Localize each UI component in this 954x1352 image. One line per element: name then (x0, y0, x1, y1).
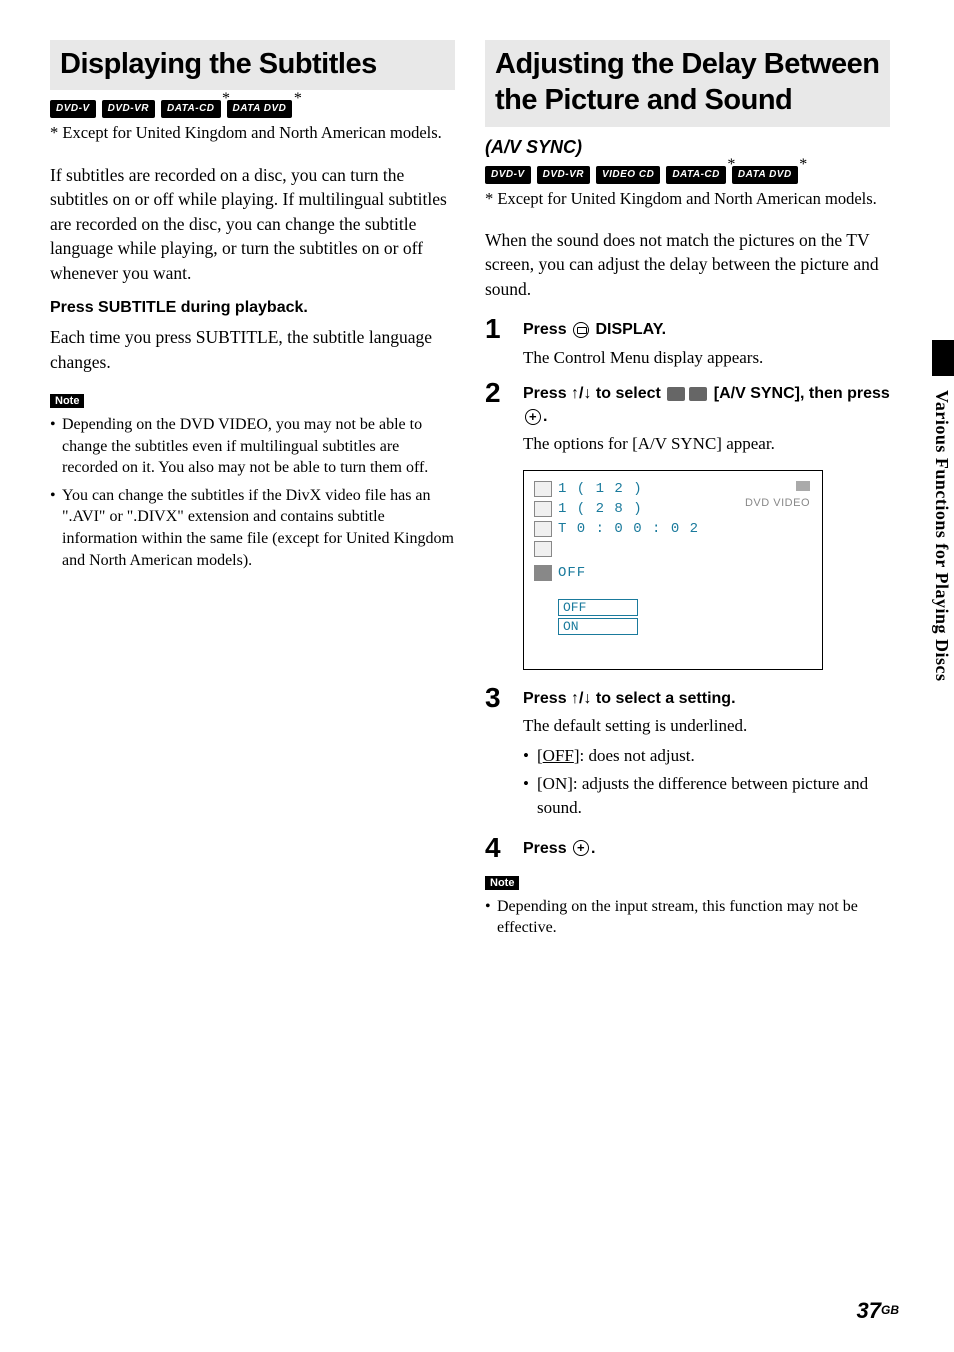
badge-video-cd: VIDEO CD (596, 166, 660, 184)
step-3: 3 Press ↑/↓ to select a setting. The def… (485, 684, 890, 824)
left-column: Displaying the Subtitles DVD-V DVD-VR DA… (50, 40, 455, 945)
osd-icon-1 (534, 481, 552, 497)
osd-current: OFF (558, 565, 586, 581)
osd-icon-4 (534, 541, 552, 557)
left-notes-list: Depending on the DVD VIDEO, you may not … (50, 414, 455, 571)
left-section-title: Displaying the Subtitles (50, 40, 455, 90)
osd-icon-3 (534, 521, 552, 537)
right-note-1: Depending on the input stream, this func… (485, 896, 890, 939)
osd-line-2: 1 ( 2 8 ) (558, 501, 643, 517)
step-4-post: . (591, 840, 595, 857)
badge-dvd-v: DVD-V (50, 100, 96, 118)
left-badges: DVD-V DVD-VR DATA-CD DATA DVD (50, 100, 455, 118)
badge-dvd-vr: DVD-VR (102, 100, 155, 118)
left-after-bold: Each time you press SUBTITLE, the subtit… (50, 325, 455, 374)
step-1-post: DISPLAY. (591, 321, 666, 338)
step-2-head: Press ↑/↓ to select [A/V SYNC], then pre… (523, 383, 890, 428)
page-footer: 37GB (857, 1298, 899, 1324)
osd-line-1: 1 ( 1 2 ) (558, 481, 643, 497)
badge-data-dvd-r: DATA DVD (732, 166, 798, 184)
right-section-title: Adjusting the Delay Between the Picture … (485, 40, 890, 127)
step-1: 1 Press DISPLAY. The Control Menu displa… (485, 315, 890, 369)
page-number: 37 (857, 1298, 881, 1323)
side-tab-text: Various Functions for Playing Discs (931, 390, 952, 682)
right-note-label: Note (485, 876, 519, 890)
enter-icon-2 (573, 840, 589, 856)
step-2-number: 2 (485, 379, 509, 407)
step-3-options: [OFF]: does not adjust. [ON]: adjusts th… (523, 744, 890, 819)
opt-on-label: ON (543, 774, 568, 793)
step-3-opt-off: [OFF]: does not adjust. (523, 744, 890, 768)
left-footnote: * Except for United Kingdom and North Am… (50, 122, 455, 144)
opt-off-text: : does not adjust. (580, 746, 695, 765)
right-footnote: * Except for United Kingdom and North Am… (485, 188, 890, 210)
right-column: Adjusting the Delay Between the Picture … (485, 40, 890, 945)
opt-off-label: OFF (543, 746, 574, 765)
step-2-desc: The options for [A/V SYNC] appear. (523, 432, 890, 456)
step-4: 4 Press . (485, 834, 890, 862)
osd-display: 1 ( 1 2 ) 1 ( 2 8 ) T 0 : 0 0 : 0 2 DVD … (523, 470, 823, 670)
step-4-head: Press . (523, 838, 890, 860)
right-intro: When the sound does not match the pictur… (485, 228, 890, 302)
left-note-label: Note (50, 394, 84, 408)
badge-data-cd: DATA-CD (161, 100, 221, 118)
display-icon (573, 322, 589, 338)
step-4-number: 4 (485, 834, 509, 862)
step-1-head: Press DISPLAY. (523, 319, 890, 341)
step-2: 2 Press ↑/↓ to select [A/V SYNC], then p… (485, 379, 890, 456)
osd-opt-on: ON (558, 618, 638, 635)
side-tab: Various Functions for Playing Discs (928, 340, 954, 800)
step-3-number: 3 (485, 684, 509, 712)
step-2-end: . (543, 408, 547, 425)
left-intro: If subtitles are recorded on a disc, you… (50, 163, 455, 286)
left-instruction: Press SUBTITLE during playback. (50, 299, 455, 317)
osd-line-3: T 0 : 0 0 : 0 2 (558, 521, 699, 537)
opt-on-text: : adjusts the difference between picture… (537, 774, 868, 817)
badge-data-cd-r: DATA-CD (666, 166, 726, 184)
right-badges: DVD-V DVD-VR VIDEO CD DATA-CD DATA DVD (485, 166, 890, 184)
step-2-pre: Press ↑/↓ to select (523, 385, 665, 402)
avsync-icon-1 (667, 387, 685, 401)
page-suffix: GB (881, 1303, 899, 1317)
step-1-desc: The Control Menu display appears. (523, 346, 890, 370)
right-subtitle: (A/V SYNC) (485, 137, 890, 158)
left-note-1: Depending on the DVD VIDEO, you may not … (50, 414, 455, 479)
osd-icon-sel (534, 565, 552, 581)
badge-dvd-v-r: DVD-V (485, 166, 531, 184)
osd-options: OFF ON (558, 599, 812, 635)
side-tab-marker (932, 340, 954, 376)
badge-data-dvd: DATA DVD (227, 100, 293, 118)
right-notes-list: Depending on the input stream, this func… (485, 896, 890, 939)
osd-status-icon (796, 481, 810, 491)
step-3-opt-on: [ON]: adjusts the difference between pic… (523, 772, 890, 820)
osd-tag: DVD VIDEO (745, 497, 810, 509)
step-3-head: Press ↑/↓ to select a setting. (523, 688, 890, 710)
badge-dvd-vr-r: DVD-VR (537, 166, 590, 184)
step-1-number: 1 (485, 315, 509, 343)
step-2-label: [A/V SYNC], then press (709, 385, 889, 402)
left-note-2: You can change the subtitles if the DivX… (50, 485, 455, 571)
osd-icon-2 (534, 501, 552, 517)
step-4-pre: Press (523, 840, 571, 857)
step-3-desc: The default setting is underlined. (523, 714, 890, 738)
enter-icon (525, 409, 541, 425)
avsync-icon-2 (689, 387, 707, 401)
step-1-pre: Press (523, 321, 571, 338)
osd-opt-off: OFF (558, 599, 638, 616)
